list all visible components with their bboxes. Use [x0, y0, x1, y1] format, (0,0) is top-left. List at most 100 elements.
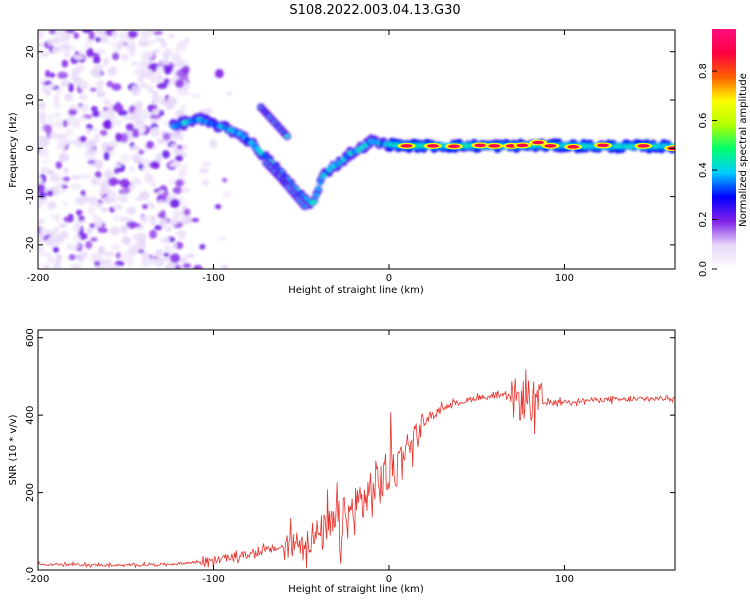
- noise-blob: [198, 168, 210, 174]
- noise-blob: [164, 263, 176, 269]
- noise-blob: [170, 53, 181, 61]
- noise-blob: [158, 216, 168, 227]
- noise-blob: [39, 51, 51, 58]
- noise-blob: [140, 254, 151, 261]
- hotspot-core: [637, 144, 650, 148]
- noise-blob: [46, 169, 54, 175]
- snr-marks: [38, 369, 675, 569]
- noise-blob: [63, 216, 73, 223]
- noise-blob: [177, 169, 188, 177]
- noise-blob: [103, 119, 112, 129]
- noise-blob: [120, 252, 131, 261]
- snr-frame: [37, 329, 676, 571]
- noise-blob: [160, 209, 166, 220]
- x-tick-label: 100: [555, 574, 574, 585]
- noise-blob: [119, 178, 130, 188]
- noise-blob: [182, 263, 192, 269]
- noise-blob: [156, 74, 162, 80]
- noise-blob: [152, 49, 161, 54]
- noise-blob: [179, 91, 190, 96]
- noise-blob: [154, 224, 163, 231]
- noise-blob: [221, 264, 229, 269]
- x-tick-label: 0: [386, 574, 392, 585]
- noise-blob: [149, 204, 156, 210]
- noise-blob: [64, 93, 74, 102]
- noise-blob: [39, 227, 49, 237]
- noise-blob: [60, 79, 72, 87]
- branch-inner: [302, 204, 308, 209]
- noise-blob: [90, 237, 98, 242]
- noise-blob: [183, 37, 190, 43]
- snr-y-ticks: 0 200 400 600: [25, 328, 675, 573]
- noise-blob: [121, 53, 129, 61]
- branch-inner: [284, 134, 290, 139]
- noise-blob: [132, 128, 140, 138]
- noise-blob: [82, 43, 91, 50]
- noise-blob: [182, 65, 190, 75]
- noise-blob: [127, 30, 138, 38]
- noise-blob: [63, 167, 69, 175]
- noise-blob: [181, 152, 188, 158]
- noise-blob: [76, 65, 85, 71]
- noise-blob: [40, 77, 47, 84]
- colorbar-ticks: 0.0 0.2 0.4 0.6 0.8: [698, 63, 717, 277]
- noise-blob: [81, 103, 89, 113]
- hotspot-core: [597, 143, 610, 148]
- noise-blob: [129, 145, 141, 151]
- noise-blob: [99, 129, 108, 136]
- noise-blob: [175, 217, 185, 223]
- noise-blob: [49, 82, 56, 89]
- noise-blob: [149, 114, 161, 120]
- noise-blob: [86, 123, 92, 130]
- colorbar-tick-label: 0.8: [698, 63, 709, 79]
- noise-blob: [81, 30, 92, 34]
- noise-blob: [179, 256, 188, 264]
- y-tick-label: -20: [25, 237, 36, 253]
- noise-blob: [113, 167, 119, 175]
- noise-blob: [104, 251, 115, 257]
- noise-blob: [191, 217, 200, 223]
- noise-blob: [126, 217, 133, 222]
- noise-blob: [129, 112, 139, 123]
- noise-blob: [140, 109, 149, 118]
- noise-blob: [159, 236, 171, 244]
- noise-blob: [65, 127, 74, 137]
- noise-blob: [111, 163, 122, 168]
- noise-blob: [185, 253, 196, 259]
- noise-blob: [169, 198, 181, 209]
- noise-blob: [93, 223, 102, 228]
- ridge-inner: [313, 192, 319, 198]
- noise-blob: [156, 65, 164, 76]
- hotspot-core: [516, 143, 529, 148]
- noise-blob: [140, 214, 149, 224]
- noise-blob: [124, 39, 134, 45]
- noise-blob: [152, 108, 160, 116]
- noise-blob: [94, 80, 105, 86]
- noise-blob: [38, 191, 47, 199]
- snr-y-label: SNR (10 * v/v): [8, 414, 19, 485]
- noise-blob: [117, 39, 124, 49]
- noise-blob: [133, 242, 145, 251]
- x-tick-label: 0: [386, 273, 392, 284]
- noise-blob: [114, 260, 125, 267]
- colorbar-tick-label: 0.0: [698, 261, 709, 277]
- noise-blob: [157, 137, 163, 145]
- noise-blob: [102, 57, 110, 67]
- noise-blob: [38, 140, 45, 149]
- noise-blob: [161, 150, 170, 159]
- noise-blob: [44, 88, 51, 97]
- noise-blob: [38, 101, 46, 110]
- noise-blob: [109, 140, 118, 147]
- upper-branch: [256, 103, 292, 141]
- noise-blob: [68, 82, 74, 93]
- noise-blob: [128, 208, 134, 216]
- noise-blob: [201, 179, 210, 186]
- noise-blob: [86, 205, 96, 216]
- ridge-inner: [317, 180, 324, 185]
- noise-blob: [92, 55, 101, 64]
- noise-blob: [174, 186, 181, 195]
- noise-blob: [66, 243, 74, 251]
- noise-blob: [174, 79, 185, 89]
- noise-blob: [135, 196, 147, 201]
